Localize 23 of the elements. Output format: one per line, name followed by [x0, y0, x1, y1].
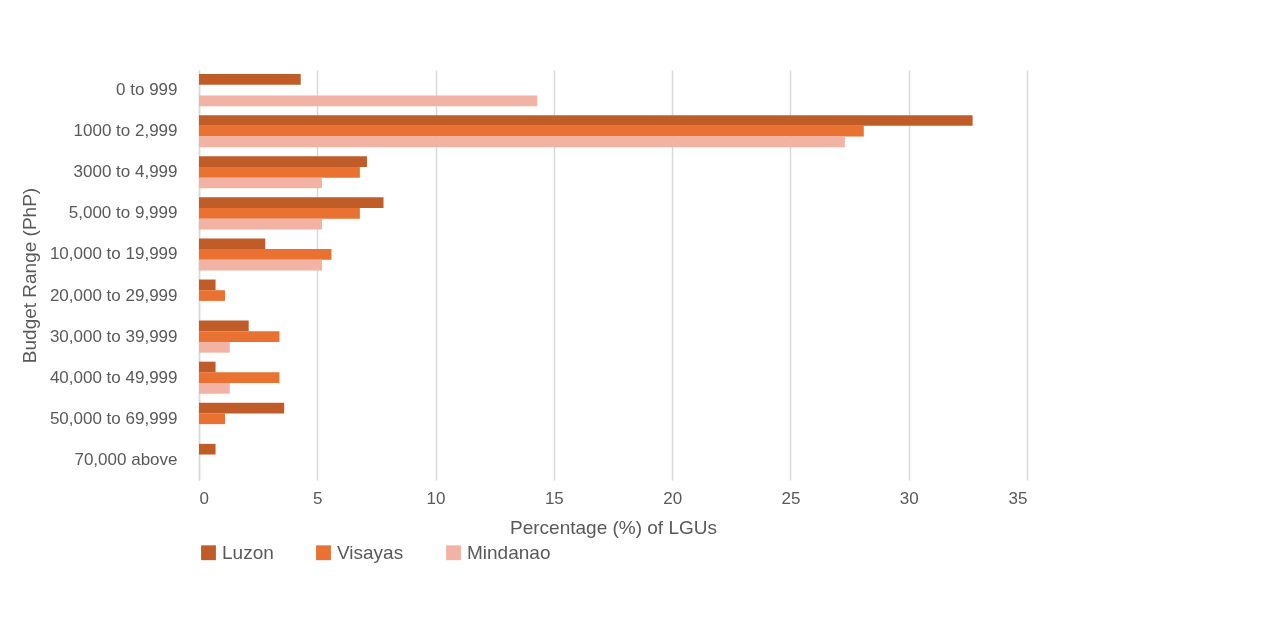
y-tick-label: 30,000 to 39,999	[49, 326, 178, 346]
legend-label: Mindanao	[467, 541, 551, 563]
y-tick-label: 50,000 to 69,999	[49, 408, 178, 428]
x-tick-label: 20	[663, 488, 683, 508]
y-axis-title: Budget Range (PhP)	[18, 187, 40, 364]
y-tick-label: 70,000 above	[74, 449, 178, 469]
y-tick-label: 40,000 to 49,999	[49, 367, 178, 387]
y-tick-label: 10,000 to 19,999	[49, 244, 178, 264]
x-tick-label: 35	[1008, 488, 1028, 508]
legend-label: Visayas	[337, 541, 404, 563]
x-tick-label: 10	[426, 488, 446, 508]
y-tick-label: 1000 to 2,999	[73, 121, 178, 141]
x-tick-label: 0	[199, 488, 209, 508]
y-tick-label: 0 to 999	[116, 80, 178, 100]
x-tick-label: 15	[544, 488, 564, 508]
x-tick-label: 5	[313, 488, 323, 508]
legend-label: Luzon	[222, 541, 274, 563]
x-tick-label: 30	[899, 488, 919, 508]
x-tick-label: 25	[781, 488, 801, 508]
y-tick-label: 20,000 to 29,999	[49, 285, 178, 305]
y-tick-label: 5,000 to 9,999	[68, 203, 178, 223]
y-tick-label: 3000 to 4,999	[73, 162, 178, 182]
x-axis-title: Percentage (%) of LGUs	[510, 516, 717, 538]
